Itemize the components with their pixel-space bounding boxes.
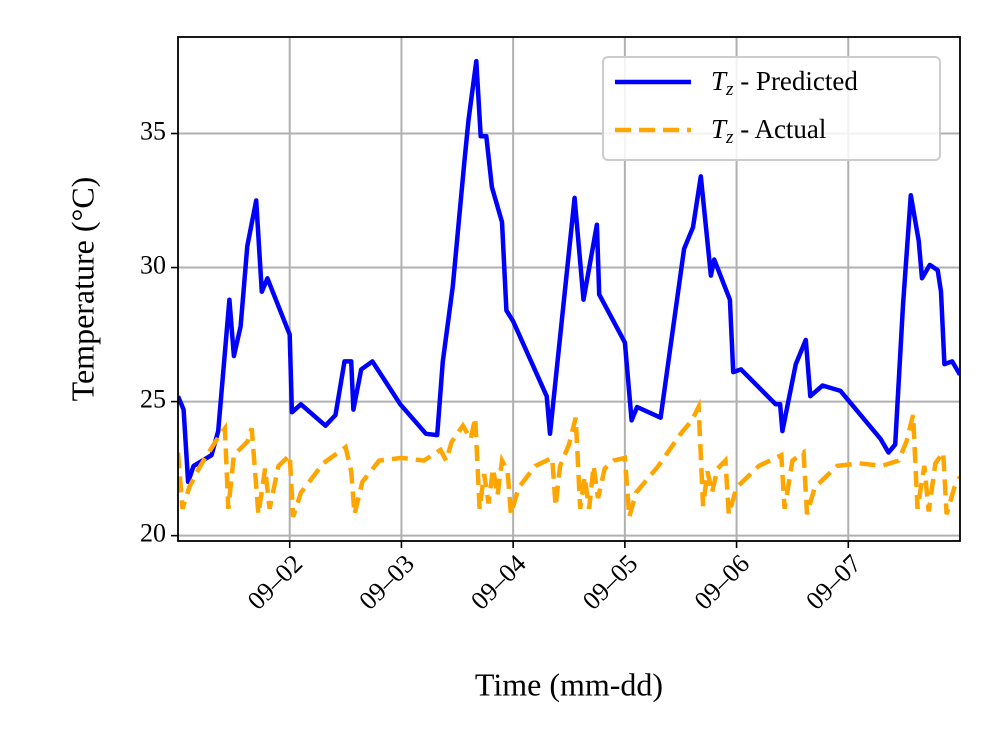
legend-label: Tz - Predicted (711, 66, 858, 100)
x-tick-label: 09–06 (689, 549, 755, 615)
y-axis-label: Temperature (°C) (64, 177, 100, 402)
legend-label: Tz - Actual (711, 114, 826, 148)
x-tick-label: 09–04 (465, 549, 531, 615)
x-tick-label: 09–05 (577, 549, 643, 615)
x-tick-label: 09–03 (353, 549, 419, 615)
y-tick-label: 25 (140, 385, 166, 414)
x-tick-label: 09–07 (800, 549, 866, 615)
x-tick-label: 09–02 (242, 549, 308, 615)
plot-frame (177, 36, 961, 542)
data-line (178, 58, 960, 485)
y-tick-label: 30 (140, 251, 166, 280)
x-axis-label: Time (mm-dd) (475, 666, 663, 702)
data-line (178, 398, 960, 518)
y-tick-label: 35 (140, 116, 166, 145)
y-tick-label: 20 (140, 519, 166, 548)
